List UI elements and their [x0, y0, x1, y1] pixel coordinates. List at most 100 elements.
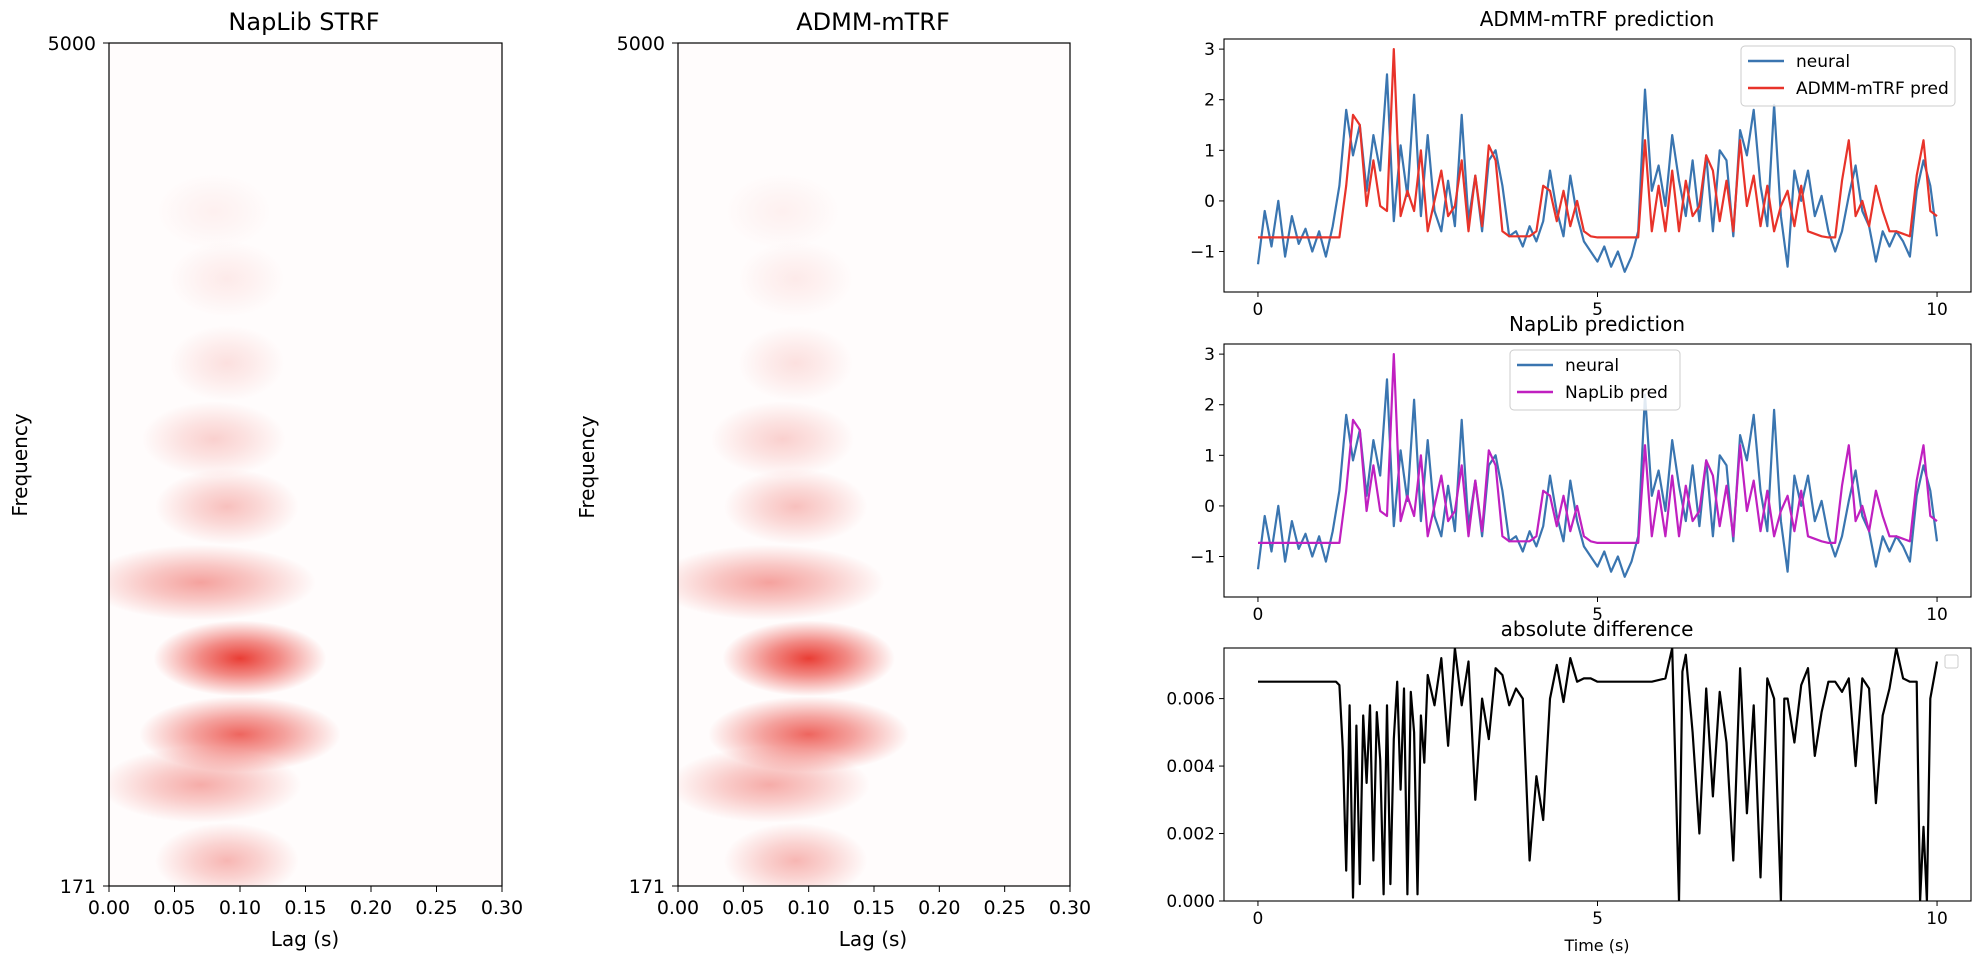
- heatmap-bands: [678, 173, 910, 886]
- line-panel-naplib-prediction: NapLib prediction 0 5 10 −1 0 1 2 3 neural NapL…: [1190, 312, 1972, 625]
- legend-label: NapLib pred: [1565, 383, 1668, 403]
- heatmap-bands: [109, 173, 341, 886]
- y-tick-label: 5000: [617, 33, 665, 55]
- x-tick-label: 5: [1592, 605, 1603, 625]
- x-tick-label: 0.00: [88, 897, 130, 919]
- x-tick-label: 0.15: [284, 897, 326, 919]
- legend-label: neural: [1796, 52, 1850, 72]
- heatmap-image: [109, 43, 502, 886]
- x-tick-label: 0.20: [350, 897, 392, 919]
- y-tick-label: 2: [1204, 396, 1215, 416]
- series-neural: [1256, 378, 1939, 578]
- heatmap-band: [723, 822, 868, 886]
- plot-area: 0 5 10 0.000 0.002 0.004 0.006: [1166, 647, 1972, 929]
- heatmap-title: NapLib STRF: [228, 8, 379, 36]
- x-tick-label: 0.25: [984, 897, 1026, 919]
- y-axis-label: Frequency: [575, 415, 599, 518]
- line-plot-title: ADMM-mTRF prediction: [1480, 7, 1715, 31]
- line-plot-title: NapLib prediction: [1509, 312, 1685, 336]
- series-layer: [1256, 48, 1939, 273]
- y-tick-label: 0.004: [1166, 757, 1215, 777]
- legend-label: neural: [1565, 356, 1619, 376]
- heatmap-band: [139, 696, 341, 773]
- x-axis-label: Lag (s): [839, 927, 907, 951]
- empty-legend-box: [1944, 654, 1959, 669]
- x-tick-label: 5: [1592, 909, 1603, 929]
- x-ticks: 0.00 0.05 0.10 0.15 0.20 0.25 0.30: [657, 886, 1091, 919]
- heatmap-band: [169, 241, 285, 317]
- y-tick-label: 0: [1204, 192, 1215, 212]
- x-tick-label: 0.10: [788, 897, 830, 919]
- heatmap-panel-admm: ADMM-mTRF 5000 171 0.00 0.05 0.10 0.15 0.20 0…: [575, 8, 1091, 951]
- series-admm-mtrf-pred: [1258, 48, 1938, 239]
- y-tick-label: 3: [1204, 345, 1215, 365]
- heatmap-band: [153, 620, 327, 697]
- x-tick-label: 0.20: [918, 897, 960, 919]
- heatmap-band: [722, 620, 895, 697]
- plot-frame: [1223, 647, 1972, 902]
- y-tick-label: 3: [1204, 40, 1215, 60]
- x-tick-label: 10: [1926, 300, 1948, 320]
- heatmap-band: [678, 544, 885, 621]
- line-panel-absolute-difference: absolute difference 0 5 100.0000.0020.0040…: [1166, 617, 1972, 955]
- y-tick-label: 171: [60, 876, 96, 898]
- heatmap-band: [109, 544, 316, 621]
- y-tick-label: 1: [1204, 141, 1215, 161]
- series-naplib-pred: [1258, 353, 1938, 544]
- series-layer: [1256, 353, 1939, 578]
- y-axis-label: Frequency: [8, 413, 32, 516]
- x-axis-label: Time (s): [1563, 936, 1629, 955]
- x-tick-label: 0.30: [481, 897, 523, 919]
- x-tick-label: 5: [1592, 300, 1603, 320]
- y-tick-label: 171: [629, 876, 665, 898]
- heatmap-band: [708, 696, 910, 773]
- heatmap-band: [738, 241, 854, 317]
- heatmap-band: [156, 173, 272, 250]
- line-plot-title: absolute difference: [1501, 617, 1694, 641]
- x-axis-label: Lag (s): [271, 927, 339, 951]
- plot-area: 0 5 10 −1 0 1 2 3: [1190, 343, 1972, 625]
- y-tick-label: 0: [1204, 497, 1215, 517]
- y-tick-label: −1: [1190, 548, 1215, 568]
- heatmap-band: [141, 401, 286, 478]
- heatmap-image: [678, 43, 1070, 886]
- series-line: [1258, 648, 1939, 901]
- legend: neural NapLib pred: [1509, 349, 1681, 411]
- x-tick-label: 0.10: [219, 897, 261, 919]
- y-tick-label: 0.002: [1166, 825, 1215, 845]
- x-tick-label: 0.30: [1049, 897, 1091, 919]
- x-tick-label: 10: [1926, 605, 1948, 625]
- legend-box: [1740, 45, 1956, 107]
- y-tick-label: −1: [1190, 243, 1215, 263]
- y-tick-label: 1: [1204, 446, 1215, 466]
- y-tick-label: 5000: [48, 33, 96, 55]
- legend: neural ADMM-mTRF pred: [1740, 45, 1956, 107]
- legend-label: ADMM-mTRF pred: [1796, 79, 1949, 99]
- heatmap-band: [738, 325, 854, 402]
- heatmap-title: ADMM-mTRF: [796, 8, 950, 36]
- line-panel-admm-prediction: ADMM-mTRF prediction 0 5 10 −1 0 1 2 3 neural A…: [1190, 7, 1972, 320]
- series-layer: [1258, 648, 1939, 901]
- heatmap-band: [710, 401, 855, 478]
- x-ticks: 0.00 0.05 0.10 0.15 0.20 0.25 0.30: [88, 886, 523, 919]
- x-tick-label: 0: [1253, 909, 1264, 929]
- x-tick-label: 0: [1253, 605, 1264, 625]
- heatmap-panel-naplib: NapLib STRF 5000 171 0.00 0.05 0.10 0.15 0.2…: [8, 8, 523, 951]
- heatmap-band: [154, 822, 299, 886]
- y-tick-label: 0.000: [1166, 892, 1215, 912]
- x-tick-label: 0.25: [415, 897, 457, 919]
- x-tick-label: 0.05: [153, 897, 195, 919]
- heatmap-band: [154, 468, 299, 545]
- y-tick-label: 0.006: [1166, 690, 1215, 710]
- heatmap-band: [725, 173, 841, 250]
- x-tick-label: 0: [1253, 300, 1264, 320]
- y-tick-label: 2: [1204, 91, 1215, 111]
- x-tick-label: 10: [1926, 909, 1948, 929]
- heatmap-band: [723, 468, 868, 545]
- heatmap-band: [169, 325, 285, 402]
- x-tick-label: 0.15: [853, 897, 895, 919]
- x-tick-label: 0.00: [657, 897, 699, 919]
- series-neural: [1256, 73, 1939, 273]
